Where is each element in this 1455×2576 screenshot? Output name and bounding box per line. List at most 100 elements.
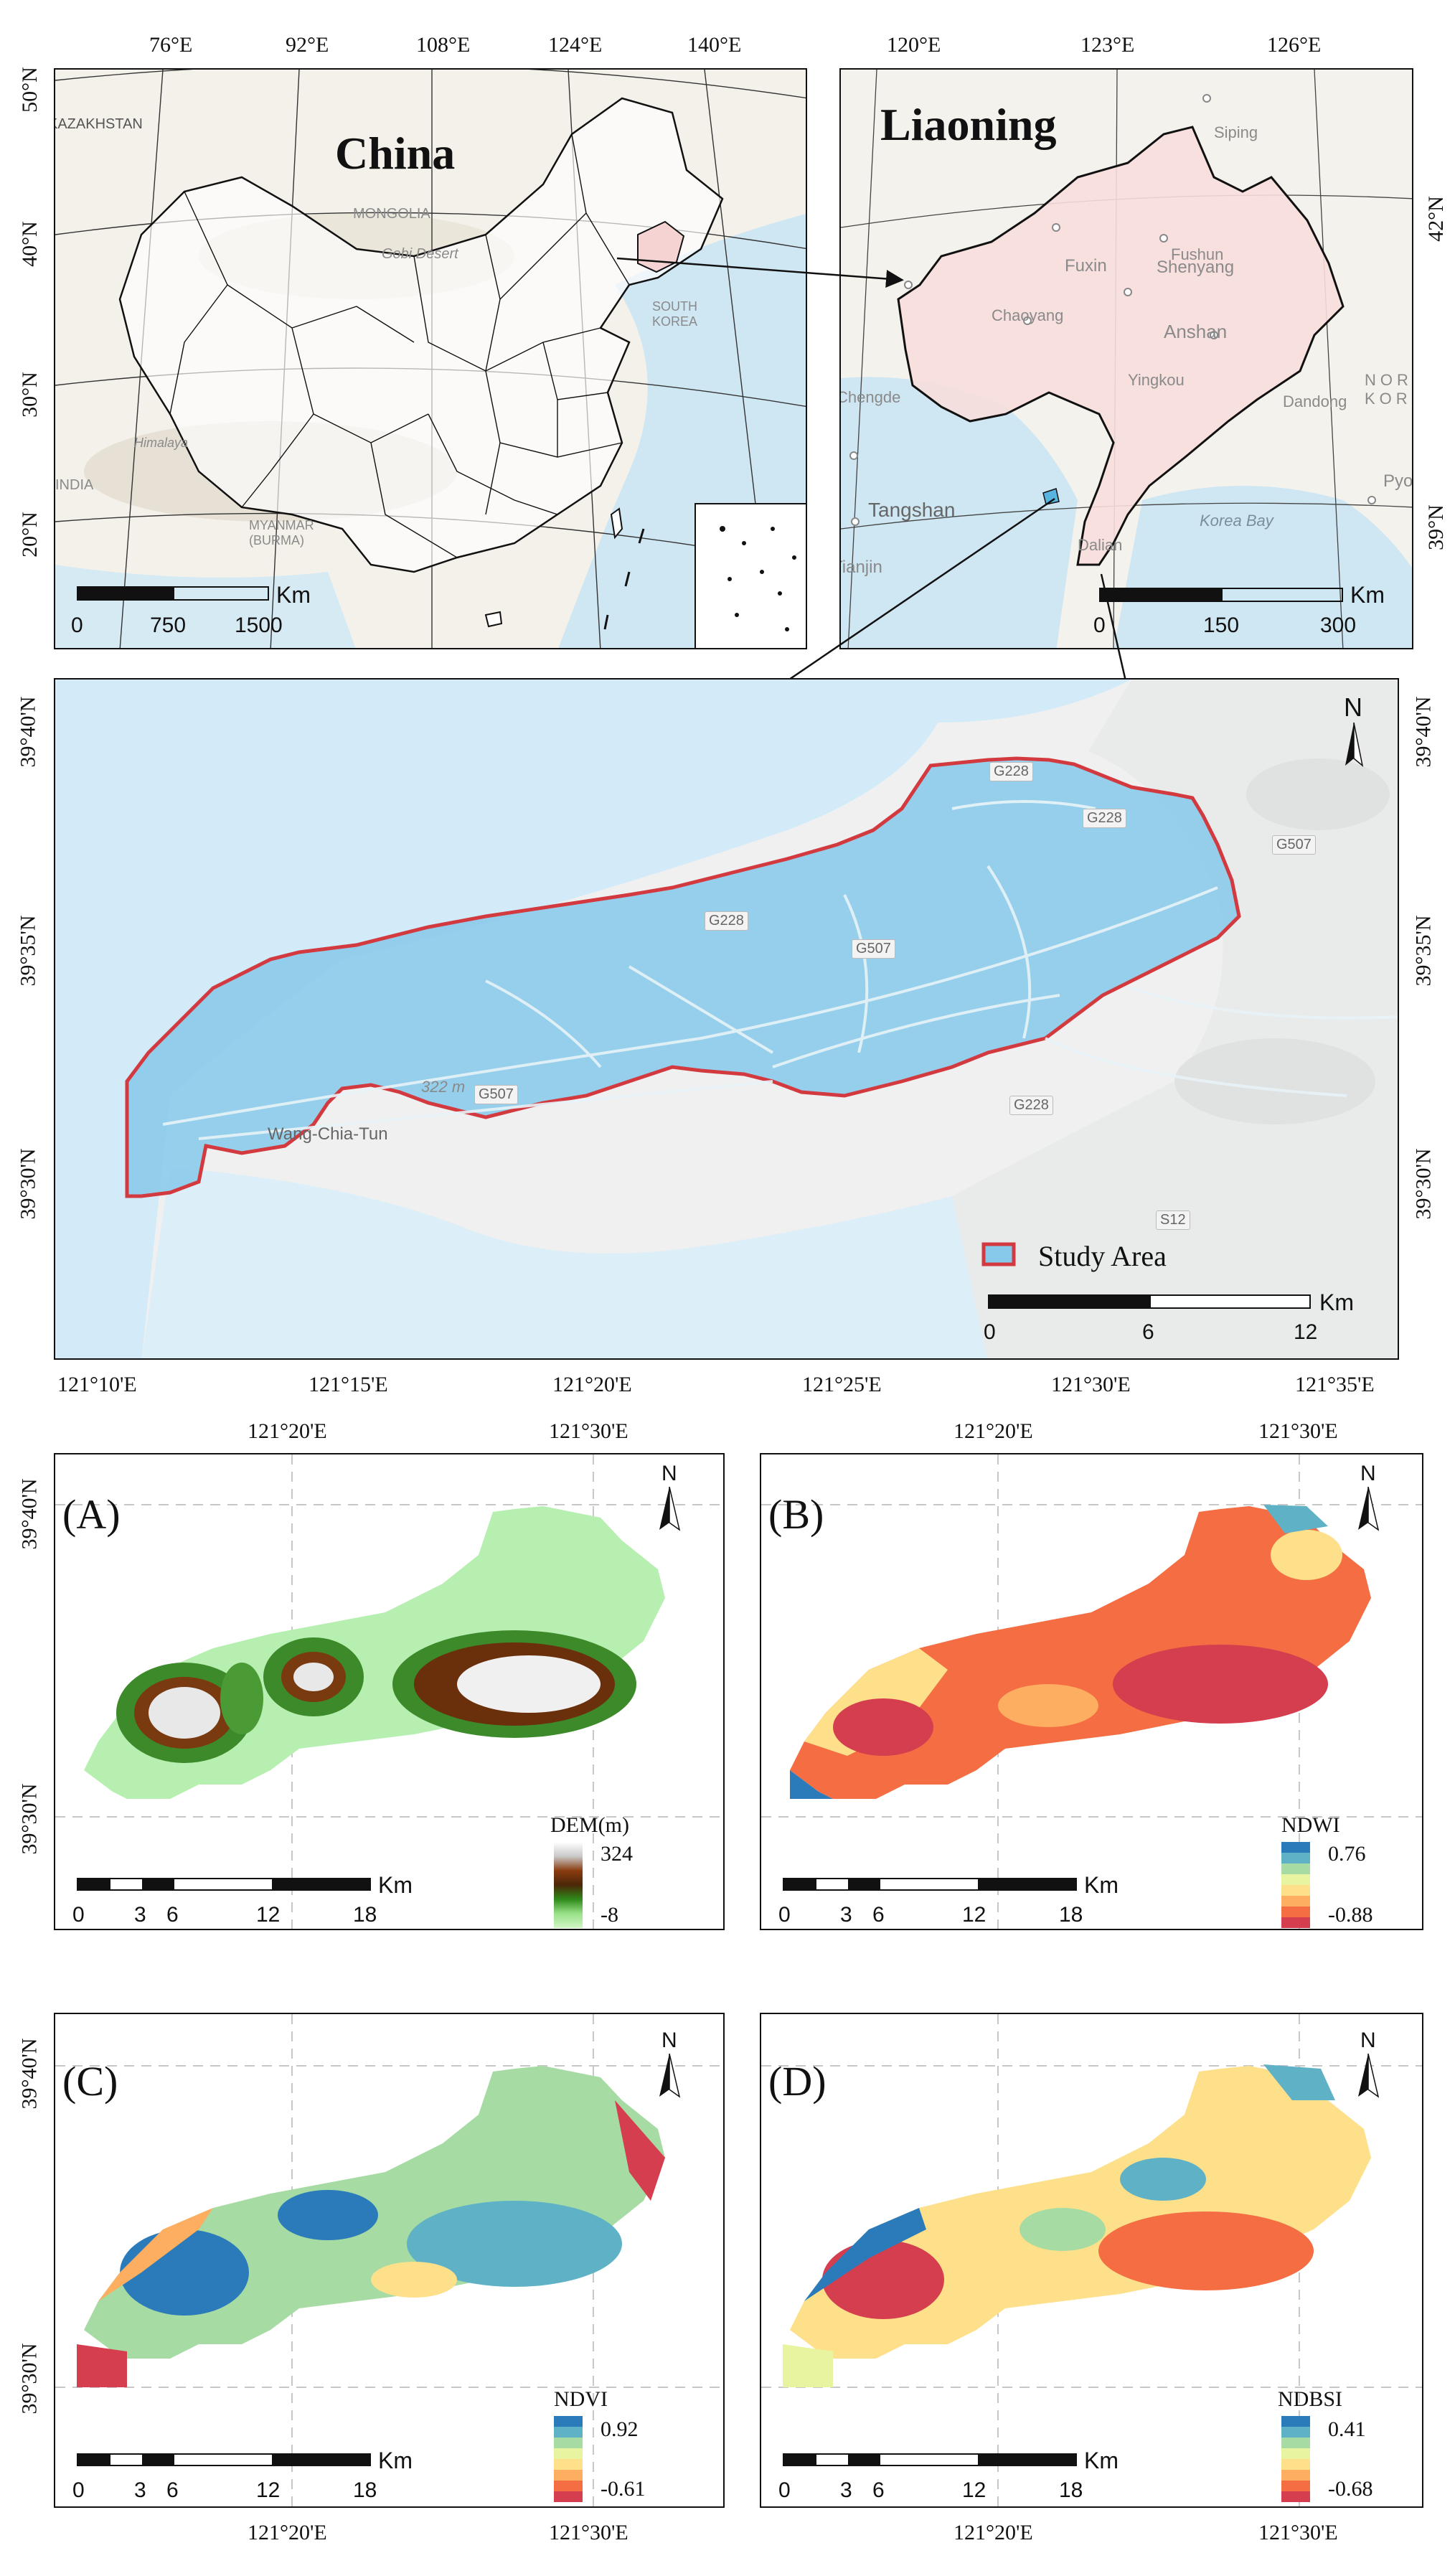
scale-value: 6 xyxy=(1142,1320,1154,1344)
scale-value: 3 xyxy=(134,2478,146,2502)
legend-class-swatch xyxy=(554,2438,583,2448)
lon-tick: 120°E xyxy=(887,33,941,57)
panel-frame: (B) N NDWI 0.76 -0.88 Km 0 3 6 12 18 xyxy=(760,1453,1423,1930)
place-label: Wang-Chia-Tun xyxy=(268,1124,388,1144)
legend-max: 0.76 xyxy=(1328,1842,1366,1866)
map-label: Gobi Desert xyxy=(382,246,458,262)
road-shield: G507 xyxy=(1272,835,1316,855)
ndwi-raster xyxy=(761,1454,1422,1929)
legend-class-swatch xyxy=(1281,1896,1310,1907)
panel-frame: (A) N DEM(m) 324 -8 Km 0 3 6 12 18 xyxy=(54,1453,725,1930)
panel-a: 121°20'E 121°30'E 39°40'N 39°30'N (A) N … xyxy=(0,1414,728,1980)
lon-tick: 121°20'E xyxy=(953,1419,1033,1443)
legend-class-swatch xyxy=(554,2470,583,2481)
legend-title: NDWI xyxy=(1281,1813,1340,1837)
country-label: NORTH KOREA xyxy=(1365,371,1413,408)
city-label: Chaoyang xyxy=(992,306,1064,324)
legend-min: -0.88 xyxy=(1328,1903,1373,1927)
lat-tick: 39°40'N xyxy=(17,2038,42,2110)
scale-value: 6 xyxy=(872,1903,885,1927)
legend-ramp xyxy=(554,2416,583,2502)
scale-value: 0 xyxy=(778,2478,791,2502)
scale-bar xyxy=(77,586,269,601)
road-shield: G228 xyxy=(1009,1096,1053,1115)
legend-ramp xyxy=(1281,2416,1310,2502)
legend-title: DEM(m) xyxy=(550,1813,629,1837)
legend-class-swatch xyxy=(1281,1853,1310,1863)
city-label: Dandong xyxy=(1283,392,1347,410)
lat-tick: 39°40'N xyxy=(16,696,40,768)
scale-unit: Km xyxy=(1319,1289,1354,1315)
road-shield: G507 xyxy=(852,939,895,959)
legend-class-swatch xyxy=(1281,1863,1310,1874)
legend-min: -8 xyxy=(601,1903,618,1927)
city-label: Anshan xyxy=(1164,321,1228,342)
liaoning-inset: 120°E 123°E 126°E 42°N 39°N xyxy=(832,0,1455,653)
legend-ramp xyxy=(1281,1842,1310,1928)
scale-bar xyxy=(783,2453,1077,2466)
scale-value: 6 xyxy=(872,2478,885,2502)
panel-frame: (C) N NDVI 0.92 -0.61 Km 0 3 6 12 18 xyxy=(54,2013,725,2508)
lon-tick: 121°30'E xyxy=(1258,1419,1338,1443)
scale-bar xyxy=(77,2453,371,2466)
lon-tick: 121°10'E xyxy=(57,1373,137,1396)
legend-class-swatch xyxy=(1281,2481,1310,2491)
scale-value: 750 xyxy=(150,614,187,637)
legend-min: -0.61 xyxy=(601,2477,646,2501)
road-shield: G228 xyxy=(705,911,748,931)
city-label: Fushun xyxy=(1171,245,1224,263)
liaoning-map-frame: Liaoning Siping Fuxin Fushun Shenyang Ch… xyxy=(839,68,1413,649)
road-shield: S12 xyxy=(1156,1211,1190,1230)
study-area-map: 39°40'N 39°35'N 39°30'N 39°40'N 39°35'N … xyxy=(0,667,1455,1414)
lat-tick: 20°N xyxy=(17,512,42,558)
legend-min: -0.68 xyxy=(1328,2477,1373,2501)
lon-tick: 76°E xyxy=(149,33,193,57)
north-label: N xyxy=(1344,692,1362,722)
legend-class-swatch xyxy=(1281,1885,1310,1896)
scale-value: 12 xyxy=(256,2478,281,2502)
lon-tick: 123°E xyxy=(1080,33,1135,57)
north-arrow-icon xyxy=(659,2054,681,2098)
scale-value: 0 xyxy=(1093,614,1106,637)
panel-label: (C) xyxy=(62,2058,118,2105)
panel-b: 121°20'E 121°30'E 39°40'N 39°30'N (B) N … xyxy=(728,1414,1455,1980)
scale-value: 18 xyxy=(353,1903,377,1927)
scale-value: 3 xyxy=(840,1903,852,1927)
scale-value: 6 xyxy=(166,1903,179,1927)
scale-value: 0 xyxy=(984,1320,996,1344)
map-label: INDIA xyxy=(55,477,94,493)
sea-label: Korea Bay xyxy=(1200,512,1273,530)
elevation-label: 322 m xyxy=(421,1078,466,1096)
scale-value: 18 xyxy=(353,2478,377,2502)
scale-unit: Km xyxy=(378,1872,413,1898)
scale-unit: Km xyxy=(1350,582,1385,608)
lat-tick: 39°35'N xyxy=(16,915,40,987)
lon-tick: 92°E xyxy=(286,33,329,57)
ndvi-raster xyxy=(55,2014,723,2506)
panel-frame: (D) N NDBSI 0.41 -0.68 Km 0 3 6 12 18 xyxy=(760,2013,1423,2508)
legend-max: 324 xyxy=(601,1842,633,1866)
legend-class-swatch xyxy=(1281,2491,1310,2502)
city-label: Shenyang xyxy=(1157,258,1235,277)
legend-class-swatch xyxy=(554,2427,583,2438)
north-arrow-icon xyxy=(659,1487,681,1531)
scale-value: 0 xyxy=(778,1903,791,1927)
panel-c: 39°40'N 39°30'N (C) N NDVI 0.92 -0.61 Km… xyxy=(0,1980,728,2576)
scale-value: 0 xyxy=(72,1903,85,1927)
legend-class-swatch xyxy=(1281,2438,1310,2448)
scale-value: 6 xyxy=(166,2478,179,2502)
road-shield: G228 xyxy=(989,762,1033,781)
scale-value: 150 xyxy=(1203,614,1240,637)
legend-study-area: Study Area xyxy=(1038,1240,1167,1272)
lon-tick: 121°20'E xyxy=(953,2521,1033,2544)
road-shield: G228 xyxy=(1083,809,1126,828)
lon-tick: 126°E xyxy=(1267,33,1322,57)
lat-tick: 50°N xyxy=(17,67,42,113)
liaoning-title: Liaoning xyxy=(880,99,1057,150)
lon-tick: 121°30'E xyxy=(1258,2521,1338,2544)
city-label: Chengde xyxy=(839,388,901,406)
legend-title: NDBSI xyxy=(1278,2387,1343,2411)
study-basemap xyxy=(55,680,1398,1358)
lon-tick: 108°E xyxy=(416,33,471,57)
legend-class-swatch xyxy=(554,2459,583,2470)
